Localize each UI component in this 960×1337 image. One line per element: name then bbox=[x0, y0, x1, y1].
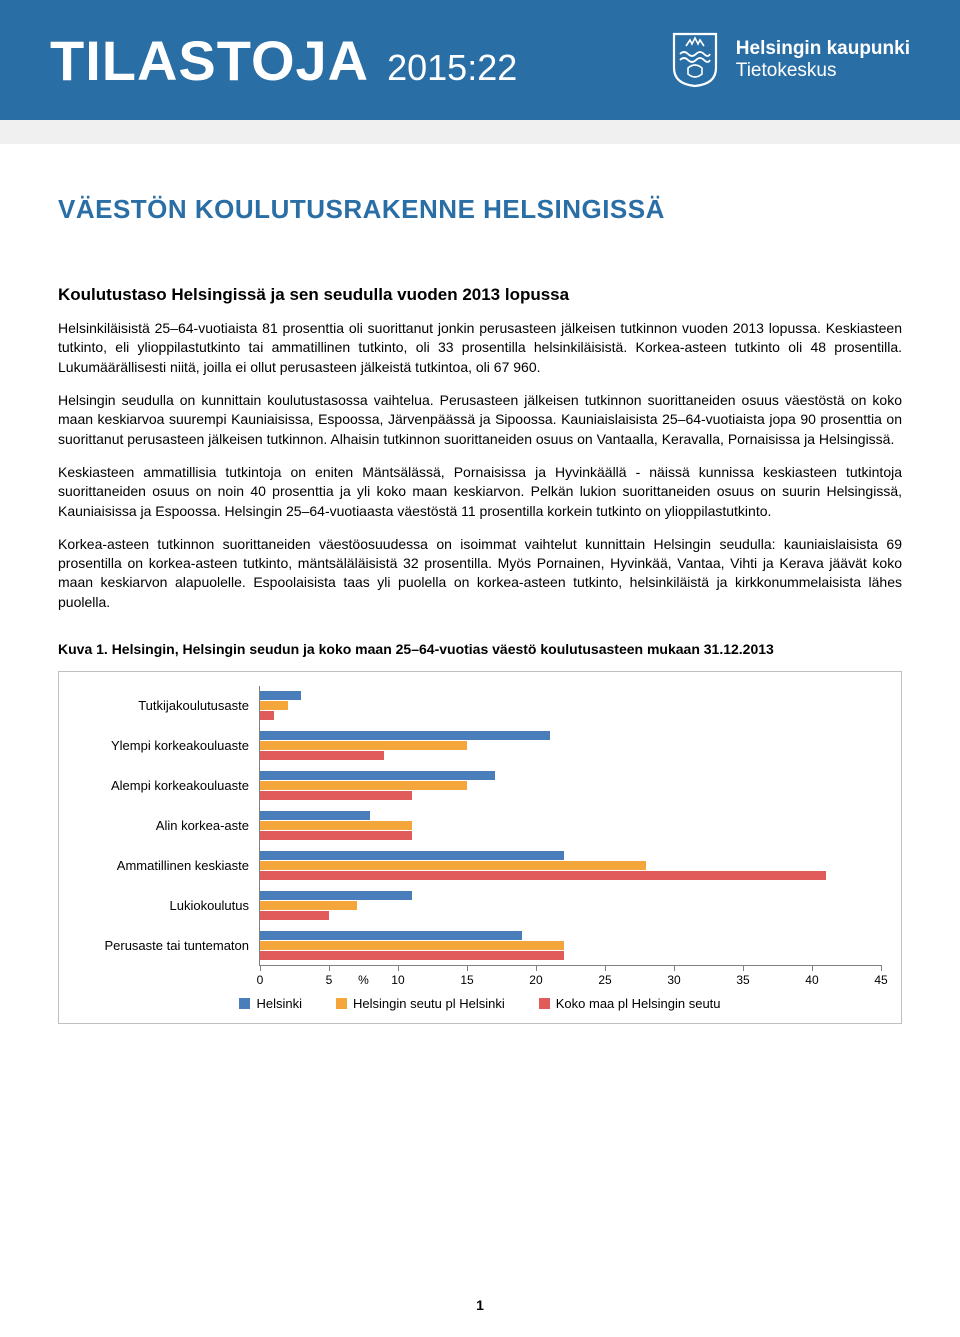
chart-bar bbox=[260, 821, 412, 830]
legend-item: Helsingin seutu pl Helsinki bbox=[336, 996, 505, 1011]
legend-item: Koko maa pl Helsingin seutu bbox=[539, 996, 721, 1011]
chart-legend: Helsinki Helsingin seutu pl Helsinki Koko … bbox=[79, 996, 881, 1011]
chart-plot-area: 051015202530354045% bbox=[259, 686, 881, 966]
city-crest-icon bbox=[670, 32, 720, 88]
page-number: 1 bbox=[476, 1297, 484, 1313]
chart-tick-label: 30 bbox=[667, 973, 680, 987]
chart-bar bbox=[260, 811, 370, 820]
header-org: Helsingin kaupunki Tietokeskus bbox=[670, 32, 910, 88]
chart-bar bbox=[260, 781, 467, 790]
chart-bar bbox=[260, 771, 495, 780]
paragraph: Helsinkiläisistä 25–64-vuotiaista 81 pro… bbox=[58, 319, 902, 377]
legend-swatch bbox=[336, 998, 347, 1009]
figure-caption: Kuva 1. Helsingin, Helsingin seudun ja k… bbox=[58, 640, 902, 659]
chart-bar bbox=[260, 901, 357, 910]
chart-category-label: Perusaste tai tuntematon bbox=[79, 926, 259, 966]
chart-category-label: Lukiokoulutus bbox=[79, 886, 259, 926]
section-heading: Koulutustaso Helsingissä ja sen seudulla… bbox=[58, 285, 902, 305]
document-title: VÄESTÖN KOULUTUSRAKENNE HELSINGISSÄ bbox=[58, 194, 902, 225]
brand-title: TILASTOJA bbox=[50, 28, 369, 93]
chart-bar bbox=[260, 931, 522, 940]
legend-item: Helsinki bbox=[239, 996, 302, 1011]
chart-axis-unit: % bbox=[358, 973, 369, 987]
chart-tick-label: 25 bbox=[598, 973, 611, 987]
chart-tick-label: 45 bbox=[874, 973, 887, 987]
chart-category-label: Ylempi korkeakouluaste bbox=[79, 726, 259, 766]
chart-tick-label: 40 bbox=[805, 973, 818, 987]
chart-bar bbox=[260, 691, 301, 700]
chart-bar bbox=[260, 701, 288, 710]
chart-tick-label: 0 bbox=[257, 973, 264, 987]
chart-category-label: Alempi korkeakouluaste bbox=[79, 766, 259, 806]
legend-label: Koko maa pl Helsingin seutu bbox=[556, 996, 721, 1011]
chart-bar bbox=[260, 891, 412, 900]
chart-bar bbox=[260, 711, 274, 720]
legend-swatch bbox=[239, 998, 250, 1009]
org-name: Helsingin kaupunki bbox=[736, 38, 910, 60]
chart-category-label: Ammatillinen keskiaste bbox=[79, 846, 259, 886]
legend-label: Helsingin seutu pl Helsinki bbox=[353, 996, 505, 1011]
chart-bar bbox=[260, 751, 384, 760]
chart-bar bbox=[260, 741, 467, 750]
paragraph: Keskiasteen ammatillisia tutkintoja on e… bbox=[58, 463, 902, 521]
chart-container: TutkijakoulutusasteYlempi korkeakouluast… bbox=[58, 671, 902, 1024]
chart-bar bbox=[260, 951, 564, 960]
chart-bar bbox=[260, 941, 564, 950]
chart-category-label: Tutkijakoulutusaste bbox=[79, 686, 259, 726]
chart-tick-label: 15 bbox=[460, 973, 473, 987]
chart-tick-label: 10 bbox=[391, 973, 404, 987]
paragraph: Korkea-asteen tutkinnon suorittaneiden v… bbox=[58, 535, 902, 612]
chart-bar bbox=[260, 791, 412, 800]
chart-tick-label: 20 bbox=[529, 973, 542, 987]
header-banner: TILASTOJA 2015:22 Helsingin kaupunki Tie… bbox=[0, 0, 960, 120]
chart-bar bbox=[260, 871, 826, 880]
chart-bar bbox=[260, 861, 646, 870]
chart-category-labels: TutkijakoulutusasteYlempi korkeakouluast… bbox=[79, 686, 259, 966]
chart-bar bbox=[260, 731, 550, 740]
org-unit: Tietokeskus bbox=[736, 60, 910, 82]
chart-bar bbox=[260, 851, 564, 860]
chart-bar bbox=[260, 911, 329, 920]
chart-category-label: Alin korkea-aste bbox=[79, 806, 259, 846]
paragraph: Helsingin seudulla on kunnittain koulutu… bbox=[58, 391, 902, 449]
header-divider bbox=[0, 120, 960, 144]
chart-bar bbox=[260, 831, 412, 840]
legend-label: Helsinki bbox=[256, 996, 302, 1011]
legend-swatch bbox=[539, 998, 550, 1009]
issue-number: 2015:22 bbox=[387, 47, 517, 89]
chart-tick-label: 5 bbox=[326, 973, 333, 987]
document-body: VÄESTÖN KOULUTUSRAKENNE HELSINGISSÄ Koul… bbox=[0, 144, 960, 1024]
chart-tick-label: 35 bbox=[736, 973, 749, 987]
